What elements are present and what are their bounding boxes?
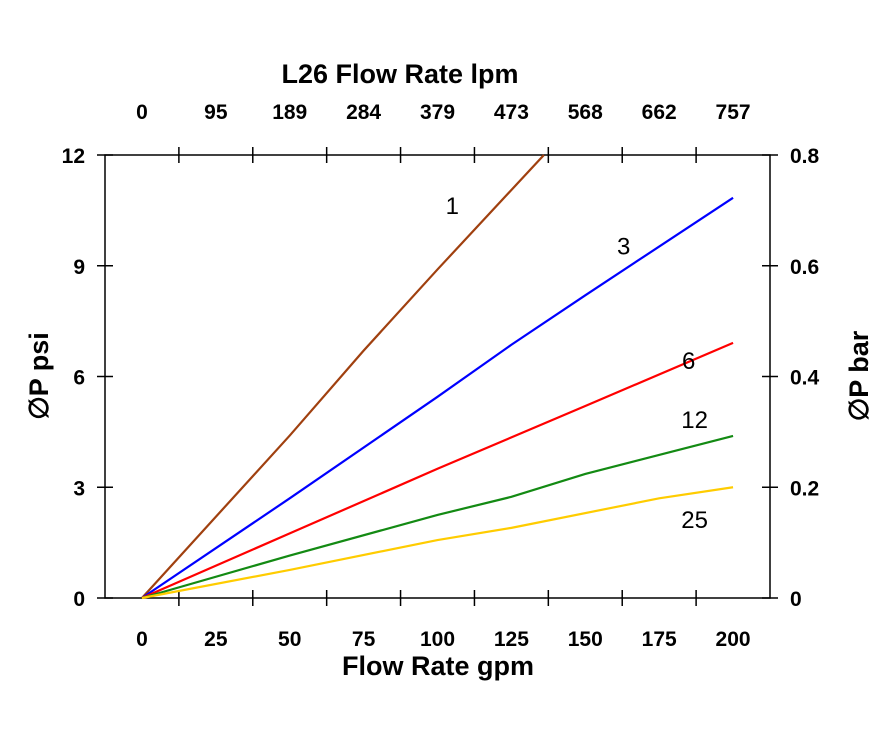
y2-tick-label: 0	[790, 588, 802, 611]
y2-tick-label: 0.2	[790, 477, 819, 500]
y2-axis-label: ∅P bar	[844, 330, 874, 421]
series-line-25	[141, 486, 734, 600]
chart-title: L26 Flow Rate lpm	[281, 59, 518, 89]
x-axis-label: Flow Rate gpm	[342, 651, 534, 681]
top-tick-label: 189	[272, 101, 307, 124]
series-label: 6	[682, 348, 695, 375]
plot-frame	[104, 154, 771, 599]
series-line-3	[141, 196, 734, 599]
series-label: 25	[681, 507, 708, 534]
y2-tick-label: 0.6	[790, 256, 819, 279]
y-tick-label: 3	[73, 477, 85, 500]
top-tick-label: 379	[420, 101, 455, 124]
top-tick-label: 284	[346, 101, 381, 124]
y-tick-label: 6	[73, 367, 85, 390]
x-tick-label: 75	[352, 628, 376, 651]
top-tick-label: 757	[716, 101, 751, 124]
x-tick-label: 200	[716, 628, 751, 651]
x-tick-label: 0	[136, 628, 148, 651]
series-line-12	[141, 434, 734, 600]
top-tick-label: 662	[642, 101, 677, 124]
top-tick-label: 0	[136, 101, 148, 124]
series-label: 12	[681, 407, 708, 434]
top-tick-label: 95	[204, 101, 228, 124]
x-tick-label: 50	[278, 628, 301, 651]
series-line-1	[141, 154, 545, 599]
series-label: 1	[446, 193, 459, 220]
x-tick-label: 175	[642, 628, 677, 651]
y2-tick-label: 0.4	[790, 367, 820, 390]
y-tick-label: 12	[62, 145, 85, 168]
series-line-6	[141, 341, 734, 600]
x-tick-label: 150	[568, 628, 603, 651]
y2-tick-label: 0.8	[790, 145, 820, 168]
top-tick-label: 473	[494, 101, 529, 124]
x-tick-label: 100	[420, 628, 455, 651]
series-label: 3	[617, 234, 630, 261]
y-tick-label: 0	[73, 588, 85, 611]
x-tick-label: 125	[494, 628, 529, 651]
y-axis-label: ∅P psi	[24, 332, 54, 420]
top-tick-label: 568	[568, 101, 603, 124]
y-tick-label: 9	[73, 256, 85, 279]
x-tick-label: 25	[204, 628, 228, 651]
